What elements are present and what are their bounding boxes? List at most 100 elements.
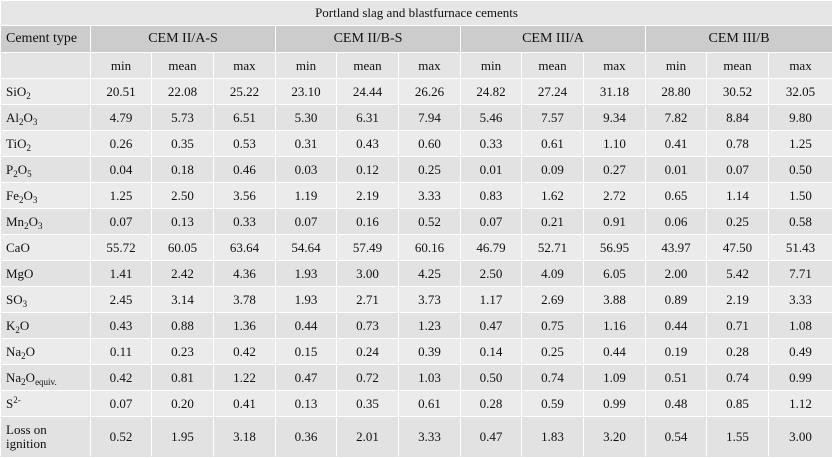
value-cell: 60.05 [152,235,214,261]
value-cell: 0.01 [646,157,707,183]
row-label: S2- [1,391,91,417]
value-cell: 3.33 [769,287,832,313]
value-cell: 1.10 [584,131,646,157]
value-cell: 0.42 [91,365,152,391]
value-cell: 0.49 [769,339,832,365]
stat-header-min: min [461,53,522,79]
value-cell: 2.72 [584,183,646,209]
value-cell: 0.65 [646,183,707,209]
value-cell: 0.52 [399,209,461,235]
value-cell: 1.12 [769,391,832,417]
stat-header-mean: mean [522,53,584,79]
value-cell: 0.41 [646,131,707,157]
value-cell: 0.85 [707,391,769,417]
row-label: Loss on ignition [1,417,91,458]
value-cell: 3.33 [399,183,461,209]
value-cell: 0.35 [337,391,399,417]
value-cell: 0.60 [399,131,461,157]
stat-header-min: min [276,53,337,79]
value-cell: 0.14 [461,339,522,365]
value-cell: 1.95 [152,417,214,458]
value-cell: 3.00 [769,417,832,458]
value-cell: 7.71 [769,261,832,287]
group-header: CEM III/B [646,26,832,53]
value-cell: 2.69 [522,287,584,313]
value-cell: 22.08 [152,79,214,105]
value-cell: 1.83 [522,417,584,458]
row-label: Na2O [1,339,91,365]
value-cell: 56.95 [584,235,646,261]
row-label: SiO2 [1,79,91,105]
value-cell: 0.23 [152,339,214,365]
value-cell: 0.06 [646,209,707,235]
value-cell: 0.73 [337,313,399,339]
value-cell: 3.73 [399,287,461,313]
value-cell: 43.97 [646,235,707,261]
value-cell: 1.25 [769,131,832,157]
value-cell: 7.57 [522,105,584,131]
value-cell: 25.22 [214,79,276,105]
value-cell: 1.50 [769,183,832,209]
value-cell: 27.24 [522,79,584,105]
value-cell: 0.91 [584,209,646,235]
value-cell: 0.75 [522,313,584,339]
value-cell: 0.39 [399,339,461,365]
value-cell: 4.79 [91,105,152,131]
value-cell: 0.07 [91,209,152,235]
group-header: CEM III/A [461,26,646,53]
value-cell: 0.99 [769,365,832,391]
value-cell: 63.64 [214,235,276,261]
value-cell: 0.44 [646,313,707,339]
value-cell: 1.23 [399,313,461,339]
value-cell: 1.41 [91,261,152,287]
value-cell: 2.00 [646,261,707,287]
value-cell: 0.25 [707,209,769,235]
row-label: TiO2 [1,131,91,157]
value-cell: 0.16 [337,209,399,235]
row-label: P2O5 [1,157,91,183]
value-cell: 1.36 [214,313,276,339]
value-cell: 6.51 [214,105,276,131]
value-cell: 0.36 [276,417,337,458]
value-cell: 0.99 [584,391,646,417]
value-cell: 2.71 [337,287,399,313]
value-cell: 0.43 [91,313,152,339]
value-cell: 0.71 [707,313,769,339]
value-cell: 0.15 [276,339,337,365]
value-cell: 24.82 [461,79,522,105]
value-cell: 4.36 [214,261,276,287]
value-cell: 3.56 [214,183,276,209]
value-cell: 23.10 [276,79,337,105]
value-cell: 32.05 [769,79,832,105]
value-cell: 0.21 [522,209,584,235]
stat-header-mean: mean [152,53,214,79]
value-cell: 0.28 [461,391,522,417]
value-cell: 0.42 [214,339,276,365]
value-cell: 0.28 [707,339,769,365]
value-cell: 0.74 [707,365,769,391]
value-cell: 0.33 [214,209,276,235]
row-label: MgO [1,261,91,287]
value-cell: 2.19 [707,287,769,313]
value-cell: 24.44 [337,79,399,105]
value-cell: 3.18 [214,417,276,458]
value-cell: 2.50 [152,183,214,209]
value-cell: 0.61 [399,391,461,417]
value-cell: 51.43 [769,235,832,261]
value-cell: 1.16 [584,313,646,339]
value-cell: 0.52 [91,417,152,458]
value-cell: 0.47 [276,365,337,391]
value-cell: 0.50 [461,365,522,391]
value-cell: 52.71 [522,235,584,261]
value-cell: 5.46 [461,105,522,131]
value-cell: 0.61 [522,131,584,157]
value-cell: 0.03 [276,157,337,183]
value-cell: 0.07 [461,209,522,235]
value-cell: 5.73 [152,105,214,131]
value-cell: 0.13 [276,391,337,417]
value-cell: 0.01 [461,157,522,183]
